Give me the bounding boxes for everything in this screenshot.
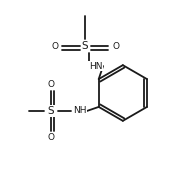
Text: S: S [48,106,54,116]
Text: O: O [51,42,58,51]
Text: O: O [47,133,54,142]
Text: O: O [47,80,54,89]
Text: HN: HN [89,62,103,70]
Text: NH: NH [73,106,87,116]
Text: S: S [82,41,89,51]
Text: O: O [112,42,119,51]
